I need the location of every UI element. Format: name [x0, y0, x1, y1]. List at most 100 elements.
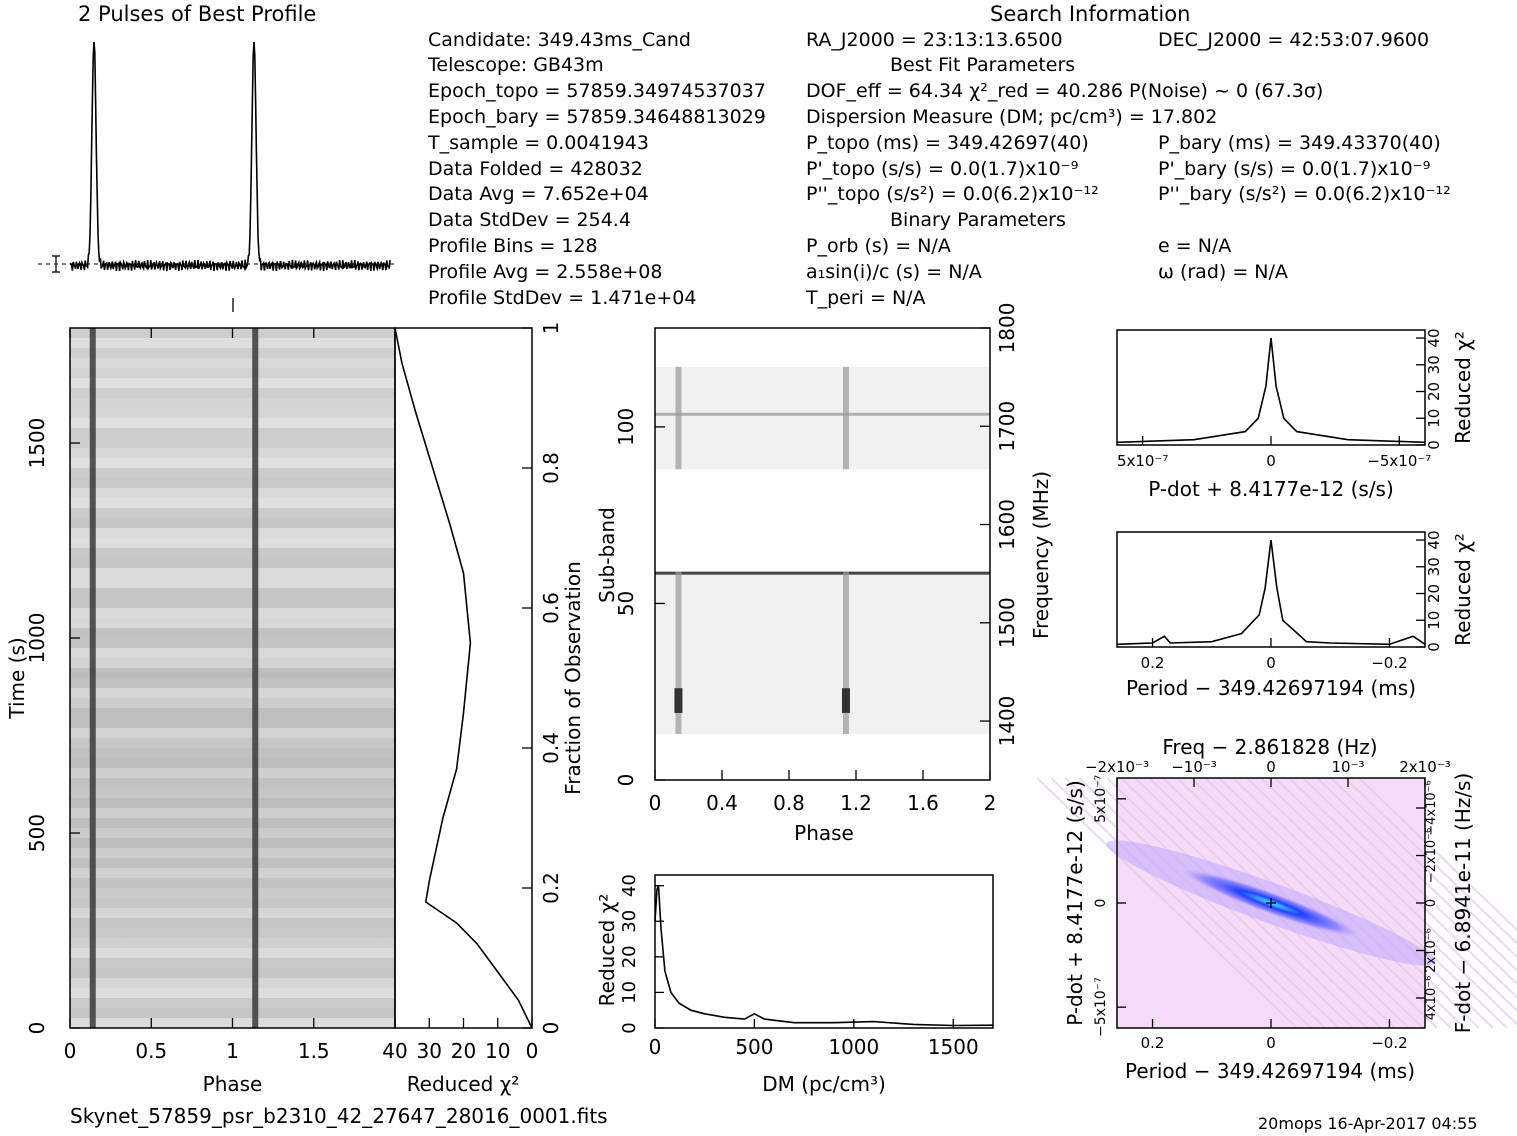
pp-stripe [1218, 777, 1480, 1029]
per-line [1116, 539, 1426, 646]
period-pdot-plot: 0.2 0 −0.2 −2x10⁻³ −10⁻³ 0 10⁻³ 2x10⁻³ −5x10⁻⁷ 0 5… [1036, 735, 1517, 1083]
time-phase-row [70, 678, 395, 688]
pp-y2tick-label: 0 [1424, 899, 1439, 907]
sb-xtick-label: 2 [984, 791, 997, 815]
subband-band-lower [655, 571, 990, 735]
c2t-ytick-label: 0 [539, 1022, 563, 1035]
time-phase-row [70, 968, 395, 978]
pp-title: Freq − 2.861828 (Hz) [1162, 735, 1377, 759]
subband-pulse-bright-1 [674, 688, 683, 713]
pp-ytick-label: −5x10⁻⁷ [1093, 977, 1109, 1037]
pd-ytick-label: 10 [1425, 409, 1443, 428]
time-phase-row [70, 438, 395, 448]
c2t-ytick-label: 0.4 [539, 732, 563, 764]
time-phase-row [70, 798, 395, 808]
pd-topo-line: P'_topo (s/s) = 0.0(1.7)x10⁻⁹ [806, 158, 1079, 180]
sb-ylabel: Sub-band [595, 507, 619, 603]
time-phase-row [70, 408, 395, 418]
subband-frame [654, 327, 991, 781]
pp-x2tick-label: 10⁻³ [1331, 758, 1364, 776]
chi2-period-plot: 0.2 0 −0.2 0 10 20 30 40 Period − 349.42697194 (… [1116, 530, 1475, 700]
pp-y2tick-label: −4x10⁻⁶ [1424, 780, 1439, 835]
per-ytick-label: 0 [1425, 642, 1443, 652]
time-phase-row [70, 448, 395, 458]
tp-xtick-label: 1.5 [298, 1039, 330, 1063]
epoch-bary-line: Epoch_bary = 57859.34648813029 [428, 106, 766, 128]
time-phase-row [70, 598, 395, 608]
tp-ytick-label: 1500 [25, 418, 49, 469]
time-phase-row [70, 668, 395, 678]
sb-y2tick-label: 1600 [995, 499, 1019, 550]
subband-rfi-row-1 [655, 412, 990, 416]
per-xlabel: Period − 349.42697194 (ms) [1126, 676, 1416, 700]
tp-ytick-label: 1000 [25, 613, 49, 664]
time-phase-row [70, 718, 395, 728]
sb-y2tick-label: 1700 [995, 401, 1019, 452]
subband-band-upper [655, 366, 990, 470]
time-phase-row [70, 848, 395, 858]
dec-line: DEC_J2000 = 42:53:07.9600 [1158, 29, 1430, 51]
profile-plot [38, 41, 395, 312]
c2t-ytick-label: 0.8 [539, 452, 563, 484]
c2t-ytick-label: 1 [539, 322, 563, 335]
pd-ytick-label: 40 [1425, 328, 1443, 347]
tp-xtick-label: 0.5 [135, 1039, 167, 1063]
c2t-ytick-label: 0.2 [539, 872, 563, 904]
pulse-track-2 [252, 328, 259, 1028]
time-phase-row [70, 708, 395, 718]
dm-frame [654, 874, 994, 1029]
tp-ytick-label: 500 [25, 814, 49, 852]
time-phase-row [70, 518, 395, 528]
sb-xlabel: Phase [794, 821, 854, 845]
time-phase-row [70, 778, 395, 788]
sb-ytick-label: 100 [614, 408, 638, 446]
pp-xtick-label: 0 [1266, 1034, 1276, 1052]
chi2-time-frame [394, 327, 533, 1029]
p-orb-line: P_orb (s) = N/A [806, 235, 951, 257]
sb-xtick-label: 1.2 [840, 791, 872, 815]
c2t-ytick-label: 0.6 [539, 592, 563, 624]
data-avg-line: Data Avg = 7.652e+04 [428, 183, 649, 205]
pp-x2tick-label: −2x10⁻³ [1085, 758, 1149, 776]
sb-xtick-label: 0.4 [706, 791, 738, 815]
per-ytick-label: 20 [1425, 584, 1443, 603]
c2t-xtick-label: 20 [451, 1039, 476, 1063]
sb-y2tick-label: 1500 [995, 597, 1019, 648]
pd-xtick-label: 0 [1266, 452, 1276, 470]
pd-ytick-label: 0 [1425, 440, 1443, 450]
time-phase-row [70, 918, 395, 928]
pp-xtick-label: −0.2 [1371, 1034, 1407, 1052]
dm-ytick-label: 20 [619, 945, 640, 968]
dm-xtick-label: 1500 [928, 1035, 979, 1059]
a1sini-line: a₁sin(i)/c (s) = N/A [806, 261, 982, 283]
time-phase-row [70, 958, 395, 968]
timestamp: 20mops 16-Apr-2017 04:55 [1258, 1114, 1478, 1133]
tp-ytick-label: 0 [25, 1022, 49, 1035]
time-phase-row [70, 628, 395, 638]
time-phase-row [70, 908, 395, 918]
pp-stripe [1302, 777, 1517, 986]
time-phase-row [70, 468, 395, 478]
profile-avg-line: Profile Avg = 2.558e+08 [428, 261, 663, 283]
time-phase-row [70, 418, 395, 428]
time-phase-row [70, 768, 395, 778]
dm-xlabel: DM (pc/cm³) [762, 1072, 886, 1096]
time-phase-row [70, 688, 395, 698]
pp-stripe [1274, 777, 1517, 1013]
pp-x2tick-label: −10⁻³ [1171, 758, 1217, 776]
time-phase-row [70, 658, 395, 668]
dm-ytick-label: 40 [619, 874, 640, 897]
time-phase-row [70, 508, 395, 518]
time-phase-row [70, 368, 395, 378]
chi2-pdot-plot: 5x10⁻⁷ 0 −5x10⁻⁷ 0 10 20 30 40 P-dot + 8.4177e-1… [1116, 328, 1475, 501]
time-phase-row [70, 1008, 395, 1018]
dm-ytick-label: 0 [619, 1022, 640, 1033]
t-peri-line: T_peri = N/A [806, 287, 926, 309]
pp-y2tick-label: 2x10⁻⁶ [1424, 928, 1439, 973]
pulse-track-1 [89, 328, 96, 1028]
pd-ytick-label: 20 [1425, 382, 1443, 401]
c2t-xtick-label: 40 [382, 1039, 407, 1063]
chi2-time-line [394, 327, 533, 1029]
time-phase-row [70, 398, 395, 408]
profile-bins-line: Profile Bins = 128 [428, 235, 598, 257]
